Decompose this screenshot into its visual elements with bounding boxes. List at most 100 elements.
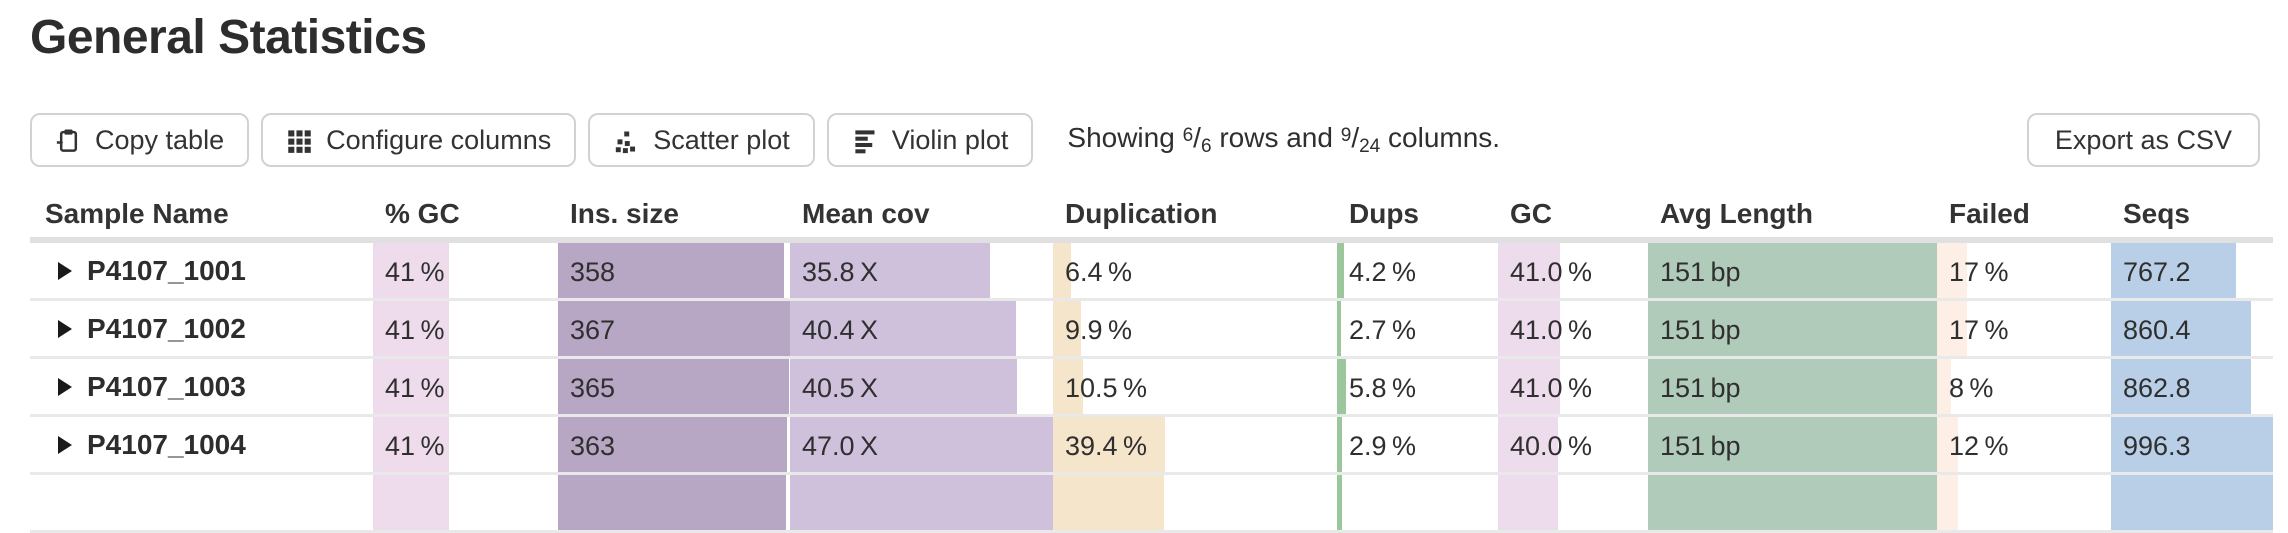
cell-seqs: 996.3 (2111, 417, 2273, 472)
value-bar (1648, 301, 1937, 356)
toolbar: Copy table Configure columns Scatter plo… (30, 113, 2260, 167)
cell-value: 6.4 % (1065, 257, 1132, 287)
cell-gc: 41.0 % (1498, 301, 1648, 356)
cell-value: 47.0 X (802, 431, 878, 461)
value-bar (790, 301, 1017, 356)
cell-dups: 4.2 % (1337, 243, 1498, 298)
cell-value: 41 % (385, 257, 445, 287)
value-bar (2111, 243, 2236, 298)
cell-value: 8 % (1949, 373, 1994, 403)
cell-dups: 5.8 % (1337, 359, 1498, 414)
cell-value: 151 bp (1660, 315, 1741, 345)
value-bar (558, 243, 785, 298)
cell-value: 358 (570, 257, 616, 287)
cell-sample[interactable]: P4107_1002 (30, 301, 373, 356)
expand-row-icon[interactable] (58, 261, 72, 280)
column-header-pct-gc[interactable]: % GC (385, 197, 460, 229)
value-bar (373, 417, 449, 472)
value-bar (1648, 359, 1937, 414)
expand-row-icon[interactable] (58, 435, 72, 454)
violin-plot-button[interactable]: Violin plot (826, 113, 1034, 167)
value-bar (373, 301, 449, 356)
value-bar (558, 359, 789, 414)
expand-row-icon[interactable] (58, 319, 72, 338)
cell-failed: 8 % (1937, 359, 2111, 414)
cell-value: 862.8 (2123, 373, 2191, 403)
value-bar (2111, 301, 2251, 356)
cell-ins_size: 358 (558, 243, 790, 298)
cell-value: 367 (570, 315, 616, 345)
cell-gc: 41.0 % (1498, 243, 1648, 298)
cell-value: 41 % (385, 315, 445, 345)
cell-value: 35.8 X (802, 257, 878, 287)
value-bar (1648, 475, 1937, 530)
copy-table-button[interactable]: Copy table (30, 113, 250, 167)
value-bar (2111, 417, 2273, 472)
rows-shown: 6 (1182, 125, 1194, 146)
value-bar (1937, 475, 1958, 530)
cell-value: 40.5 X (802, 373, 878, 403)
cell-value: 151 bp (1660, 373, 1741, 403)
cell-value: 151 bp (1660, 257, 1741, 287)
export-csv-button[interactable]: Export as CSV (2026, 113, 2260, 167)
cell-value: 41.0 % (1510, 257, 1592, 287)
value-bar (1053, 243, 1072, 298)
cell-duplication: 39.4 % (1053, 417, 1337, 472)
column-header-gc[interactable]: GC (1510, 197, 1552, 229)
cell-mean_cov: 40.5 X (790, 359, 1053, 414)
clipboard-icon (55, 127, 82, 154)
cell-sample[interactable]: P4107_1004 (30, 417, 373, 472)
cell-dups: 2.7 % (1337, 301, 1498, 356)
cell-value: 41.0 % (1510, 373, 1592, 403)
cell-seqs: 860.4 (2111, 301, 2273, 356)
column-header-duplication[interactable]: Duplication (1065, 197, 1218, 229)
scatter-plot-label: Scatter plot (653, 124, 790, 155)
cell-gc (1498, 475, 1648, 530)
value-bar (558, 475, 787, 530)
cell-pct_gc: 41 % (373, 243, 558, 298)
column-header-ins-size[interactable]: Ins. size (570, 197, 679, 229)
table-header-row: Sample Name % GC Ins. size Mean cov Dupl… (30, 190, 2273, 237)
grid-icon (286, 127, 313, 154)
cell-value: 39.4 % (1065, 431, 1147, 461)
column-header-dups[interactable]: Dups (1349, 197, 1419, 229)
column-header-seqs[interactable]: Seqs (2123, 197, 2190, 229)
expand-row-icon[interactable] (58, 377, 72, 396)
column-header-sample-name[interactable]: Sample Name (45, 197, 229, 229)
table-row: P4107_1004 41 % 363 47.0 X 39.4 % 2.9 % 40.0 %… (30, 417, 2273, 475)
cell-avg_length: 151 bp (1648, 243, 1937, 298)
cols-shown: 9 (1340, 125, 1352, 146)
cell-seqs (2111, 475, 2273, 530)
value-bar (558, 301, 790, 356)
cell-value: 5.8 % (1349, 373, 1416, 403)
scatter-plot-button[interactable]: Scatter plot (588, 113, 815, 167)
cell-dups (1337, 475, 1498, 530)
value-bar (1053, 475, 1164, 530)
cell-sample[interactable]: P4107_1001 (30, 243, 373, 298)
value-bar (558, 417, 788, 472)
column-header-avg-length[interactable]: Avg Length (1660, 197, 1813, 229)
cell-pct_gc: 41 % (373, 417, 558, 472)
cell-seqs: 862.8 (2111, 359, 2273, 414)
cell-value: 996.3 (2123, 431, 2191, 461)
cell-value: 41.0 % (1510, 315, 1592, 345)
copy-table-label: Copy table (95, 124, 225, 155)
table-row: P4107_1003 41 % 365 40.5 X 10.5 % 5.8 % 41.0 %… (30, 359, 2273, 417)
cell-avg_length (1648, 475, 1937, 530)
cell-sample[interactable] (30, 475, 373, 530)
value-bar (790, 417, 1053, 472)
cell-ins_size: 365 (558, 359, 790, 414)
column-header-failed[interactable]: Failed (1949, 197, 2030, 229)
cell-ins_size: 367 (558, 301, 790, 356)
configure-columns-button[interactable]: Configure columns (261, 113, 577, 167)
configure-columns-label: Configure columns (326, 124, 552, 155)
cell-pct_gc (373, 475, 558, 530)
cell-value: 767.2 (2123, 257, 2191, 287)
value-bar (1053, 359, 1083, 414)
column-header-mean-cov[interactable]: Mean cov (802, 197, 930, 229)
cell-sample[interactable]: P4107_1003 (30, 359, 373, 414)
value-bar (790, 475, 1053, 530)
cell-value: 17 % (1949, 257, 2009, 287)
cell-duplication: 9.9 % (1053, 301, 1337, 356)
cell-value: 40.0 % (1510, 431, 1592, 461)
